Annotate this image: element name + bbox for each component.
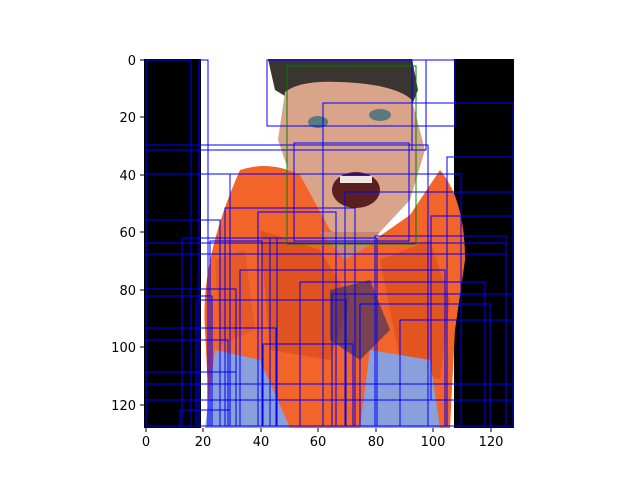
- x-tick-label: 60: [310, 435, 327, 450]
- face-box: [286, 65, 417, 245]
- x-tick-label: 120: [479, 435, 504, 450]
- collar: [320, 232, 380, 260]
- y-tick-label: 100: [111, 341, 136, 356]
- detection-box: [145, 383, 514, 401]
- x-tick-label: 40: [253, 435, 270, 450]
- pants: [205, 350, 290, 428]
- x-tick-label: 100: [421, 435, 446, 450]
- detection-box: [266, 59, 456, 127]
- detection-box: [411, 59, 427, 151]
- right-eye: [369, 109, 391, 121]
- teeth: [340, 176, 372, 183]
- x-axis: [145, 428, 492, 432]
- y-tick-labels: 0 20 40 60 80 100 120: [111, 54, 136, 414]
- shirt-shadow: [260, 230, 350, 360]
- y-tick-label: 40: [119, 169, 136, 184]
- x-tick-labels: 0 20 40 60 80 100 120: [142, 435, 504, 450]
- y-tick-label: 80: [119, 284, 136, 299]
- y-tick-label: 120: [111, 399, 136, 414]
- x-tick-label: 0: [142, 435, 150, 450]
- detection-boxes: [145, 59, 514, 427]
- y-tick-label: 60: [119, 226, 136, 241]
- y-tick-label: 20: [119, 111, 136, 126]
- x-tick-label: 20: [195, 435, 212, 450]
- detection-box: [262, 343, 354, 427]
- y-tick-label: 0: [128, 54, 136, 69]
- shirt-shadow-right: [380, 240, 450, 380]
- y-axis: [140, 59, 144, 406]
- detection-box: [399, 319, 514, 427]
- detection-box: [145, 242, 507, 255]
- x-tick-label: 80: [368, 435, 385, 450]
- detection-box: [179, 409, 231, 427]
